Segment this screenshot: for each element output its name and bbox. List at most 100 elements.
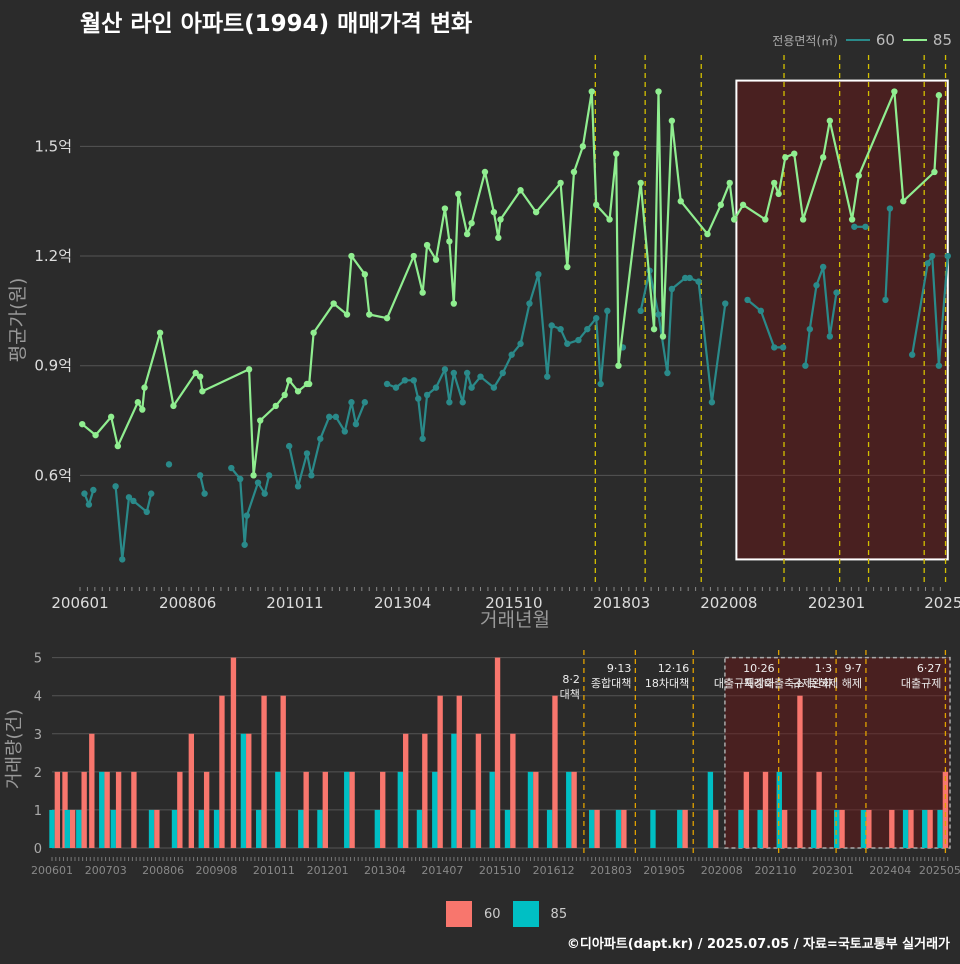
data-point-60: [308, 472, 314, 478]
data-point-60: [166, 461, 172, 467]
y-axis-title-top: 평균가(원): [7, 278, 29, 363]
data-point-60: [419, 436, 425, 442]
bar-85: [594, 810, 599, 848]
bar-legend-label-60: 60: [484, 907, 501, 922]
data-point-85: [660, 333, 666, 339]
bar-legend-item-85: 60: [446, 901, 501, 927]
bar-85: [682, 810, 687, 848]
x-tick-label-bottom: 202110: [754, 864, 796, 877]
x-axis-title-top: 거래년월: [480, 609, 550, 631]
bar-85: [177, 772, 182, 848]
data-point-60: [424, 392, 430, 398]
bar-60: [566, 772, 571, 848]
policy-date-label: 10·26: [743, 662, 775, 675]
legend-item-60: 60: [846, 31, 895, 49]
data-point-60: [575, 337, 581, 343]
bar-60: [199, 810, 204, 848]
y-tick-label-bottom: 3: [34, 728, 42, 743]
bar-85: [323, 772, 328, 848]
data-point-60: [686, 275, 692, 281]
data-point-85: [900, 198, 906, 204]
data-point-60: [90, 487, 96, 493]
x-tick-label-top: 201304: [374, 594, 431, 612]
data-point-60: [909, 352, 915, 358]
legend-line-85: [903, 39, 927, 41]
data-point-85: [589, 88, 595, 94]
data-point-60: [451, 370, 457, 376]
data-point-60: [201, 490, 207, 496]
bar-85: [839, 810, 844, 848]
bar-legend-item-60: 85: [513, 901, 568, 927]
bar-60: [528, 772, 533, 848]
data-point-60: [500, 370, 506, 376]
data-point-60: [491, 384, 497, 390]
data-point-85: [433, 256, 439, 262]
bar-60: [76, 810, 81, 848]
data-point-85: [517, 187, 523, 193]
data-point-60: [722, 300, 728, 306]
bar-60: [650, 810, 655, 848]
data-point-85: [348, 253, 354, 259]
y-tick-label-bottom: 1: [34, 804, 42, 819]
data-point-85: [856, 172, 862, 178]
bar-85: [422, 734, 427, 848]
data-point-85: [246, 366, 252, 372]
data-point-85: [366, 311, 372, 317]
data-point-85: [564, 264, 570, 270]
data-point-85: [273, 403, 279, 409]
bar-85: [908, 810, 913, 848]
bar-85: [713, 810, 718, 848]
bar-85: [943, 772, 948, 848]
series-line-60: [641, 271, 726, 403]
y-tick-label-bottom: 5: [34, 652, 42, 667]
bar-85: [866, 810, 871, 848]
data-point-60: [477, 373, 483, 379]
data-point-60: [802, 362, 808, 368]
y-tick-label-bottom: 2: [34, 766, 42, 781]
data-point-60: [780, 344, 786, 350]
legend-top: 전용면적(㎡) 60 85: [772, 31, 952, 49]
bar-60: [547, 810, 552, 848]
data-point-60: [744, 297, 750, 303]
series-line-60: [231, 468, 269, 545]
y-tick-label-bottom: 4: [34, 690, 42, 705]
x-tick-label-bottom: 201304: [364, 864, 406, 877]
data-point-60: [266, 472, 272, 478]
data-point-85: [731, 216, 737, 222]
data-point-85: [655, 88, 661, 94]
bar-60: [298, 810, 303, 848]
data-point-85: [571, 169, 577, 175]
data-point-60: [286, 443, 292, 449]
data-point-60: [362, 399, 368, 405]
y-axis-title-bottom: 거래량(건): [4, 709, 25, 789]
data-point-85: [108, 414, 114, 420]
data-point-85: [157, 330, 163, 336]
y-tick-label-bottom: 0: [34, 842, 42, 857]
bar-85: [476, 734, 481, 848]
data-point-60: [81, 490, 87, 496]
series-line-60: [387, 274, 607, 439]
x-tick-label-top: 200601: [51, 594, 108, 612]
bar-85: [744, 772, 749, 848]
data-point-60: [244, 512, 250, 518]
data-point-60: [112, 483, 118, 489]
bar-60: [317, 810, 322, 848]
policy-event-label: 18차대책: [645, 677, 689, 690]
policy-date-label: 1·3: [815, 662, 833, 675]
bar-85: [457, 696, 462, 848]
chart-title: 월산 라인 아파트(1994) 매매가격 변화: [80, 4, 472, 38]
data-point-85: [849, 216, 855, 222]
data-point-60: [241, 542, 247, 548]
x-tick-label-bottom: 202505: [919, 864, 960, 877]
bar-60: [417, 810, 422, 848]
data-point-60: [144, 509, 150, 515]
data-point-85: [580, 143, 586, 149]
data-point-60: [882, 297, 888, 303]
data-point-85: [424, 242, 430, 248]
bar-60: [398, 772, 403, 848]
data-point-85: [727, 180, 733, 186]
data-point-85: [330, 300, 336, 306]
legend-item-85: 85: [903, 31, 952, 49]
data-point-60: [464, 370, 470, 376]
data-point-60: [317, 436, 323, 442]
